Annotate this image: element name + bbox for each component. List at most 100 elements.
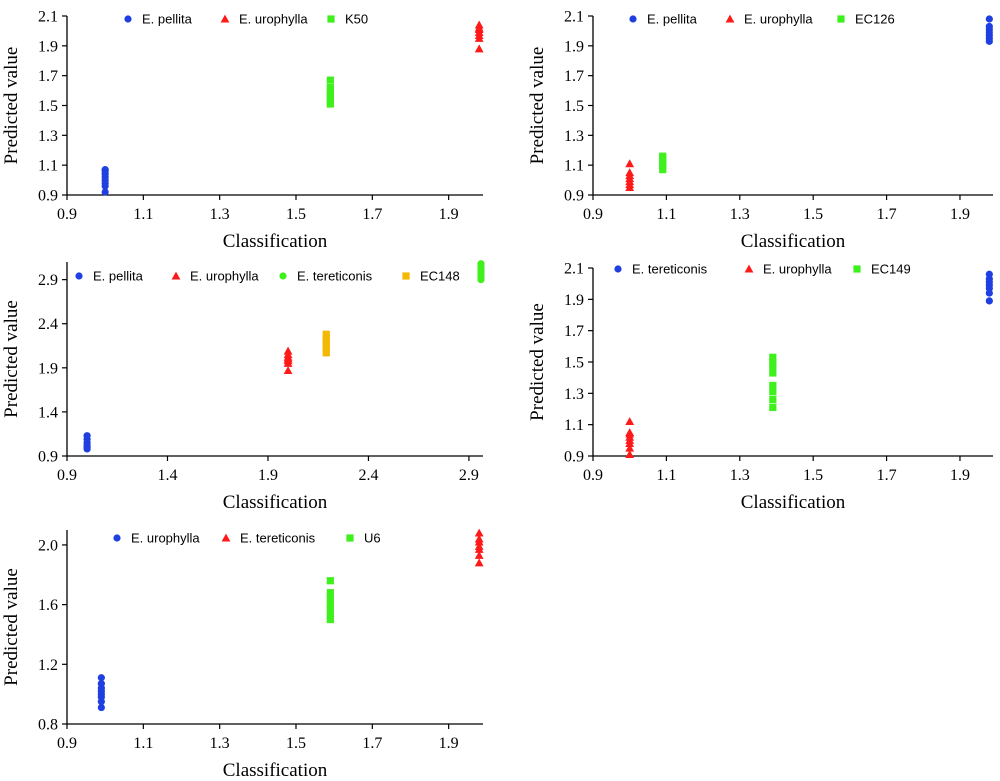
series-1 — [101, 166, 109, 196]
legend-label: EC126 — [855, 12, 895, 27]
legend-marker — [402, 272, 410, 280]
x-axis-title: Classification — [741, 492, 846, 513]
x-tick-label: 1.9 — [258, 467, 278, 484]
x-tick-label: 1.5 — [286, 206, 306, 223]
data-point — [474, 534, 484, 543]
series-1 — [985, 15, 993, 45]
data-point — [97, 680, 105, 688]
data-point — [83, 432, 91, 440]
y-tick-label: 1.9 — [38, 360, 58, 377]
legend-marker — [221, 533, 231, 542]
data-point — [985, 270, 993, 278]
legend-label: EC148 — [420, 269, 460, 284]
data-point — [474, 44, 484, 53]
series-2 — [625, 159, 635, 192]
data-point — [474, 20, 484, 29]
data-point — [477, 260, 485, 268]
data-point — [101, 166, 109, 174]
data-point — [322, 349, 330, 357]
data-point — [326, 88, 334, 96]
data-point — [625, 159, 635, 168]
series-3 — [659, 152, 667, 174]
legend-label: E. urophylla — [744, 12, 813, 27]
chart-panel-3: 0.9 1.4 1.9 2.4 2.9 0.9 1.4 1.9 2.4 2.9 Classifica… — [1, 260, 485, 513]
y-tick-label: 1.3 — [38, 128, 58, 145]
x-tick-label: 1.7 — [362, 735, 382, 752]
data-point — [769, 358, 777, 366]
y-tick-label: 1.9 — [38, 38, 58, 55]
series-1 — [97, 674, 105, 712]
x-tick-label: 2.9 — [459, 467, 479, 484]
series-2 — [625, 417, 635, 458]
data-point — [625, 417, 635, 426]
x-tick-label: 1.1 — [133, 206, 153, 223]
data-point — [474, 542, 484, 550]
legend: E. pellita E. urophylla EC126 — [629, 12, 895, 27]
data-point — [97, 674, 105, 682]
y-tick-label: 1.9 — [564, 38, 584, 55]
y-axis-title: Predicted value — [1, 300, 22, 418]
data-point — [769, 403, 777, 412]
x-tick-label: 1.3 — [730, 206, 750, 223]
y-tick-label: 0.8 — [38, 717, 58, 734]
series-2 — [283, 346, 293, 374]
legend-marker — [171, 271, 181, 280]
data-point — [769, 353, 777, 361]
x-tick-label: 1.5 — [286, 735, 306, 752]
y-tick-label: 1.1 — [564, 417, 584, 434]
legend-marker — [327, 15, 335, 23]
data-point — [769, 369, 777, 377]
data-point — [625, 450, 635, 458]
data-point — [326, 84, 334, 92]
legend-label: EC149 — [871, 262, 911, 277]
legend-label: E. pellita — [647, 12, 698, 27]
legend-marker — [614, 265, 622, 273]
axes-frame — [66, 16, 483, 196]
y-tick-label: 2.0 — [38, 537, 58, 554]
data-point — [474, 528, 484, 537]
x-tick-label: 1.3 — [210, 735, 230, 752]
data-point — [769, 396, 777, 404]
data-point — [326, 76, 334, 84]
y-tick-label: 1.9 — [564, 292, 584, 309]
series-1 — [83, 432, 91, 453]
data-point — [326, 601, 334, 609]
legend-marker — [75, 272, 83, 280]
y-tick-label: 1.3 — [564, 386, 584, 403]
y-tick-label: 0.9 — [38, 449, 58, 466]
series-2 — [474, 20, 484, 53]
data-point — [769, 363, 777, 371]
legend-marker — [744, 264, 754, 273]
x-tick-label: 1.9 — [439, 206, 459, 223]
x-tick-label: 1.7 — [362, 206, 382, 223]
y-tick-label: 1.6 — [38, 597, 58, 614]
legend-label: U6 — [364, 531, 381, 546]
data-point — [474, 558, 484, 567]
legend-label: E. tereticonis — [240, 531, 316, 546]
chart-panel-2: 0.9 1.1 1.3 1.5 1.7 1.9 0.9 1.1 1.3 1.5 1.7 1.9 2.1 C… — [527, 9, 993, 252]
legend-label: E. pellita — [93, 269, 144, 284]
data-point — [97, 703, 105, 712]
legend: E. pellita E. urophylla E. tereticonis EC14… — [75, 269, 460, 284]
y-tick-label: 1.5 — [38, 98, 58, 115]
x-tick-label: 1.9 — [439, 735, 459, 752]
x-tick-label: 0.9 — [57, 735, 77, 752]
data-point — [326, 615, 334, 624]
legend-marker — [853, 265, 861, 273]
legend-label: E. urophylla — [239, 12, 308, 27]
x-tick-label: 1.7 — [877, 467, 897, 484]
series-1 — [985, 270, 993, 305]
y-axis-title: Predicted value — [527, 47, 548, 165]
data-point — [985, 297, 993, 305]
y-tick-label: 2.9 — [38, 272, 58, 289]
data-point — [326, 595, 334, 603]
x-tick-label: 1.1 — [133, 735, 153, 752]
y-axis-title: Predicted value — [1, 568, 22, 686]
data-point — [326, 589, 334, 597]
x-tick-label: 2.4 — [358, 467, 378, 484]
data-point — [625, 428, 635, 437]
legend-label: E. tereticonis — [297, 269, 373, 284]
y-axis-title: Predicted value — [527, 303, 548, 421]
data-point — [659, 152, 667, 160]
